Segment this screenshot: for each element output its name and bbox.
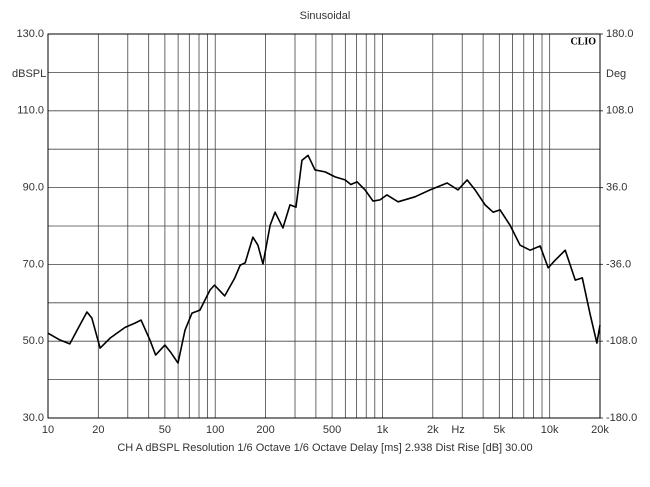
plot-frame xyxy=(47,33,601,419)
x-unit-label: Hz xyxy=(451,424,464,436)
x-tick-label: 2k xyxy=(427,424,439,436)
y2-axis-label: Deg xyxy=(606,68,626,80)
y2-tick-label: 36.0 xyxy=(606,182,627,194)
x-tick-label: 100 xyxy=(206,424,224,436)
x-tick-label: 1k xyxy=(377,424,389,436)
chart-title: Sinusoidal xyxy=(300,10,351,22)
y-tick-label: 50.0 xyxy=(23,335,44,347)
x-tick-label: 5k xyxy=(494,424,506,436)
y-tick-label: 90.0 xyxy=(23,182,44,194)
x-tick-label: 500 xyxy=(323,424,341,436)
y2-tick-label: 180.0 xyxy=(606,28,634,40)
x-tick-label: 50 xyxy=(159,424,171,436)
y2-tick-label: 108.0 xyxy=(606,105,634,117)
y-tick-label: 130.0 xyxy=(16,28,44,40)
y2-tick-label: -108.0 xyxy=(606,335,637,347)
x-tick-label: 10k xyxy=(541,424,559,436)
x-tick-label: 20 xyxy=(92,424,104,436)
y-tick-label: 70.0 xyxy=(23,258,44,270)
y2-tick-label: -180.0 xyxy=(606,412,637,424)
brand: CLIO xyxy=(570,36,596,47)
y-axis-label: dBSPL xyxy=(12,68,46,80)
x-tick-label: 200 xyxy=(256,424,274,436)
y-tick-label: 110.0 xyxy=(17,105,44,117)
x-tick-label: 10 xyxy=(42,424,54,436)
y2-tick-label: -36.0 xyxy=(606,258,631,270)
y-tick-label: 30.0 xyxy=(23,412,44,424)
footer: CH A dBSPL Resolution 1/6 Octave 1/6 Oct… xyxy=(117,442,532,454)
response-curve xyxy=(47,154,601,364)
x-tick-label: 20k xyxy=(591,424,609,436)
